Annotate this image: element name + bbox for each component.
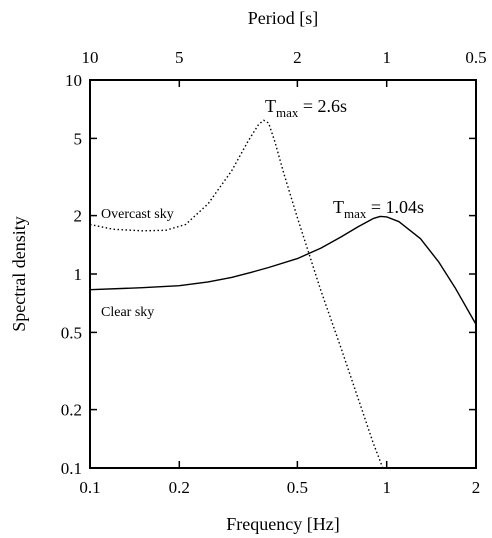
y-tick-label: 0.5 [61,323,82,342]
x-axis-title: Frequency [Hz] [226,514,339,534]
series-line-overcast-sky [89,119,384,469]
overcast-tmax-value: = 2.6s [298,96,347,116]
y-tick-label: 5 [74,129,83,148]
x-tick-label: 0.5 [287,478,308,497]
top-axis-title: Period [s] [248,8,319,28]
top-tick-label: 2 [293,48,302,67]
x-tick-label: 0.2 [169,478,190,497]
series-layer [89,119,477,469]
series-label-clear-sky: Clear sky [101,305,154,320]
x-tick-label: 0.1 [79,478,100,497]
top-tick-label: 0.5 [465,48,486,67]
top-tick-label: 10 [82,48,99,67]
clear-tmax-value: = 1.04s [366,197,424,217]
y-tick-label: 2 [74,207,83,226]
series-line-clear-sky [89,215,477,325]
y-tick-label: 0.1 [61,459,82,478]
overcast-tmax-subscript: max [276,105,299,120]
y-axis-title: Spectral density [9,216,29,331]
clear-tmax-symbol: T [333,197,344,217]
overcast-tmax-symbol: T [265,96,276,116]
left-axis-ticks: 0.1 0.2 0.5 1 2 5 10 [61,71,476,478]
top-axis-ticks: 10 5 2 1 0.5 [82,48,487,87]
bottom-axis-ticks: 0.1 0.2 0.5 1 2 [79,461,480,497]
clear-tmax-subscript: max [344,206,367,221]
y-tick-label: 0.2 [61,401,82,420]
y-tick-label: 10 [65,71,82,90]
x-tick-label: 2 [472,478,481,497]
top-tick-label: 1 [382,48,391,67]
clear-tmax-annotation: Tmax = 1.04s [333,197,424,221]
overcast-tmax-annotation: Tmax = 2.6s [265,96,347,120]
plot-frame [89,79,477,469]
x-tick-label: 1 [382,478,391,497]
top-tick-label: 5 [175,48,184,67]
series-label-overcast-sky: Overcast sky [101,207,174,222]
y-tick-label: 1 [74,265,83,284]
